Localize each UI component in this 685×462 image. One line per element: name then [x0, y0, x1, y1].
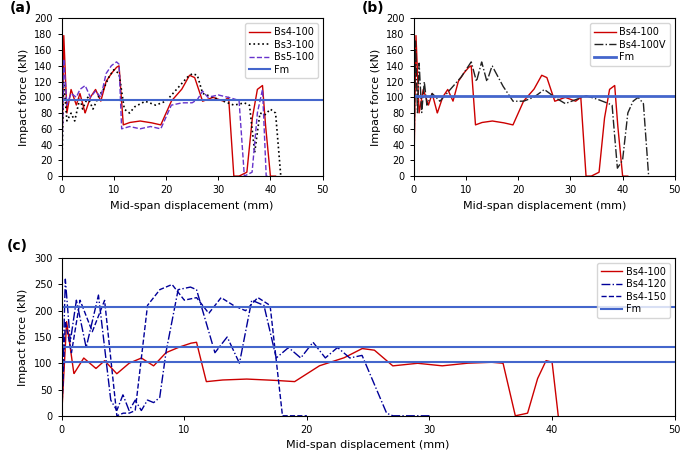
Bs4-100: [623, 173, 632, 179]
Bs4-150: [296, 413, 304, 419]
Bs4-100: [514, 111, 522, 116]
Bs4-100: [58, 413, 66, 419]
Text: (b): (b): [362, 1, 384, 15]
Bs4-150: [171, 285, 179, 291]
Bs4-120: [58, 413, 66, 419]
Y-axis label: Impact force (kN): Impact force (kN): [371, 49, 381, 146]
Bs4-100: [162, 111, 170, 116]
Bs4-100: [265, 164, 273, 170]
Bs4-100V: [410, 173, 418, 179]
Bs3-100: [58, 173, 66, 179]
Bs4-100: [412, 33, 420, 38]
Bs4-100: [578, 118, 586, 124]
Bs4-100V: [645, 173, 653, 179]
Bs4-120: [236, 354, 245, 359]
Bs4-100: [410, 173, 418, 179]
Line: Bs4-100: Bs4-100: [62, 322, 558, 416]
Bs5-100: [60, 56, 68, 62]
Bs4-150: [70, 334, 78, 339]
Bs4-100V: [518, 98, 526, 104]
Bs4-100V: [412, 38, 420, 44]
Bs4-100: [421, 91, 429, 97]
Bs4-120: [347, 355, 356, 360]
Fm: [415, 93, 423, 98]
Line: Bs4-120: Bs4-120: [62, 279, 429, 416]
Bs5-100: [68, 91, 77, 97]
Bs4-100: [540, 363, 548, 368]
Bs4-100: [617, 163, 625, 169]
Y-axis label: Impact force (kN): Impact force (kN): [18, 288, 29, 386]
Bs4-150: [177, 293, 185, 299]
Bs4-100: [540, 362, 548, 367]
Bs5-100: [152, 125, 160, 131]
Bs4-100V: [595, 97, 603, 103]
Legend: Bs4-100, Bs4-120, Bs4-150, Fm: Bs4-100, Bs4-120, Bs4-150, Fm: [597, 263, 670, 318]
Bs4-100: [83, 358, 91, 364]
Bs4-150: [58, 413, 66, 419]
Bs4-100: [271, 173, 279, 179]
X-axis label: Mid-span displacement (mm): Mid-span displacement (mm): [462, 201, 626, 211]
Bs3-100: [158, 100, 166, 105]
Bs4-120: [425, 413, 434, 419]
X-axis label: Mid-span displacement (mm): Mid-span displacement (mm): [110, 201, 274, 211]
Bs5-100: [220, 93, 228, 99]
Bs4-100: [554, 413, 562, 419]
Bs4-120: [415, 413, 423, 419]
Line: Bs5-100: Bs5-100: [62, 59, 268, 176]
Bs3-100: [271, 109, 279, 115]
Text: (c): (c): [6, 239, 27, 253]
Bs3-100: [68, 114, 77, 120]
Bs3-100: [230, 102, 238, 108]
Bs4-100: [299, 373, 308, 379]
Bs4-150: [168, 282, 176, 287]
Bs3-100: [277, 173, 285, 179]
Line: Bs4-150: Bs4-150: [62, 285, 307, 416]
Bs4-120: [77, 318, 85, 323]
Line: Bs4-100V: Bs4-100V: [414, 41, 649, 176]
Fm: [410, 93, 418, 98]
Bs5-100: [258, 90, 266, 96]
Bs4-100: [618, 164, 626, 170]
Bs4-150: [296, 413, 304, 419]
Bs4-100: [68, 91, 77, 97]
Bs3-100: [110, 67, 118, 73]
Bs5-100: [264, 173, 272, 179]
Bs4-100V: [524, 97, 532, 102]
Bs4-120: [61, 276, 69, 282]
Bs4-100: [226, 118, 234, 124]
Bs4-100: [62, 319, 71, 324]
Bs4-120: [227, 342, 235, 348]
Bs4-100: [60, 33, 68, 38]
Bs5-100: [158, 123, 166, 129]
Y-axis label: Impact force (kN): Impact force (kN): [18, 49, 29, 146]
Bs4-100: [286, 378, 295, 384]
Line: Bs4-100: Bs4-100: [414, 36, 627, 176]
Bs4-100: [156, 122, 164, 128]
Bs4-150: [251, 298, 259, 304]
Bs5-100: [58, 173, 66, 179]
Line: Bs3-100: Bs3-100: [62, 70, 281, 176]
Line: Bs4-100: Bs4-100: [62, 36, 275, 176]
Bs4-100: [58, 173, 66, 179]
Fm: [58, 97, 66, 103]
Legend: Bs4-100, Bs4-100V, Fm: Bs4-100, Bs4-100V, Fm: [590, 24, 670, 66]
Bs4-100: [508, 122, 516, 128]
Fm: [63, 97, 71, 103]
Bs4-100: [265, 163, 273, 169]
Bs4-150: [303, 413, 311, 419]
Bs3-100: [164, 96, 173, 101]
Bs5-100: [258, 90, 266, 95]
Bs4-100V: [638, 99, 646, 104]
Bs4-100V: [422, 94, 430, 99]
Text: (a): (a): [10, 1, 32, 15]
Bs4-100V: [638, 99, 646, 104]
Bs3-100: [271, 109, 279, 115]
Legend: Bs4-100, Bs3-100, Bs5-100, Fm: Bs4-100, Bs3-100, Bs5-100, Fm: [245, 24, 318, 79]
Bs4-120: [414, 413, 423, 419]
X-axis label: Mid-span displacement (mm): Mid-span displacement (mm): [286, 440, 450, 450]
Bs4-100: [449, 362, 457, 367]
